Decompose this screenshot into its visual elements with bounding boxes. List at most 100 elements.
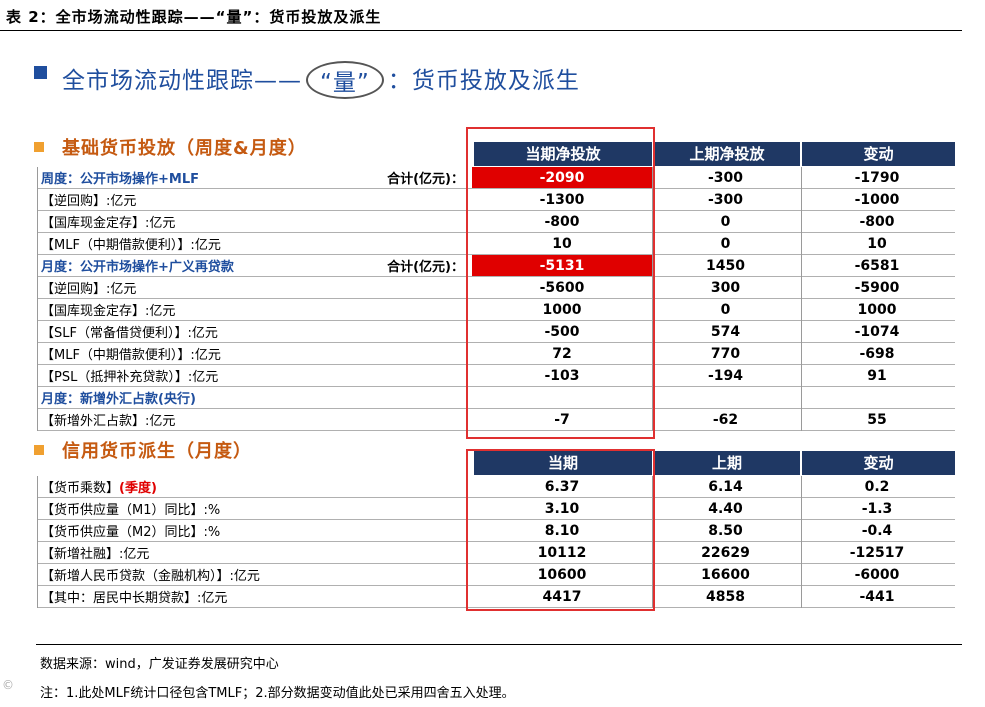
section2-header-current: 当期 xyxy=(474,451,652,475)
cell-prev: 8.50 xyxy=(652,519,799,542)
table-row: 月度：公开市场操作+广义再贷款 合计(亿元)： -5131 1450 -6581 xyxy=(37,254,955,277)
cell-prev: 0 xyxy=(652,210,799,233)
table-row: 周度：公开市场操作+MLF 合计(亿元)： -2090 -300 -1790 xyxy=(37,167,955,189)
row-label-text: 【货币供应量（M1）同比】:% xyxy=(41,503,221,518)
cell-prev xyxy=(652,386,799,409)
column-divider xyxy=(801,167,802,431)
cell-chg: -5900 xyxy=(799,276,955,299)
row-label-text: 【新增人民币贷款（金融机构）】:亿元 xyxy=(41,569,260,584)
section1-square-icon xyxy=(34,142,44,152)
table-row: 【新增外汇占款】:亿元 -7 -62 55 xyxy=(37,408,955,431)
row-label-text: 月度：公开市场操作+广义再贷款 xyxy=(41,260,234,275)
column-divider xyxy=(652,167,653,431)
table-row: 【MLF（中期借款便利）】:亿元 72 770 -698 xyxy=(37,342,955,365)
table-row: 【新增人民币贷款（金融机构）】:亿元 10600 16600 -6000 xyxy=(37,563,955,586)
cell-chg: 91 xyxy=(799,364,955,387)
row-label-text: 【逆回购】:亿元 xyxy=(41,194,137,209)
row-label: 【逆回购】:亿元 xyxy=(37,276,472,299)
cell-cur: -1300 xyxy=(472,188,652,211)
section1-table: 周度：公开市场操作+MLF 合计(亿元)： -2090 -300 -1790 【逆回购】:… xyxy=(37,167,955,431)
row-label: 【新增外汇占款】:亿元 xyxy=(37,408,472,431)
section2-header-previous: 上期 xyxy=(654,451,800,475)
table-row: 【MLF（中期借款便利）】:亿元 10 0 10 xyxy=(37,232,955,255)
source-text: 数据来源：wind，广发证券发展研究中心 xyxy=(40,657,279,672)
cell-cur: -103 xyxy=(472,364,652,387)
banner-square-icon xyxy=(34,66,47,79)
row-label-text: 【MLF（中期借款便利）】:亿元 xyxy=(41,348,221,363)
cell-chg: 1000 xyxy=(799,298,955,321)
cell-chg: 10 xyxy=(799,232,955,255)
table-row: 【国库现金定存】:亿元 1000 0 1000 xyxy=(37,298,955,321)
cell-prev: 574 xyxy=(652,320,799,343)
cell-cur: -5131 xyxy=(472,254,652,277)
cell-prev: 22629 xyxy=(652,541,799,564)
row-label: 周度：公开市场操作+MLF 合计(亿元)： xyxy=(37,167,472,189)
section1-header-change: 变动 xyxy=(802,142,955,166)
row-label: 【货币供应量（M2）同比】:% xyxy=(37,519,472,542)
row-label: 【国库现金定存】:亿元 xyxy=(37,210,472,233)
cell-chg: -1000 xyxy=(799,188,955,211)
cell-cur: 3.10 xyxy=(472,497,652,520)
row-label-text: 【新增外汇占款】:亿元 xyxy=(41,414,176,429)
row-label-text: 月度：新增外汇占款(央行) xyxy=(41,392,196,407)
cell-cur: 72 xyxy=(472,342,652,365)
row-label-text: 【国库现金定存】:亿元 xyxy=(41,216,176,231)
table-row: 【货币供应量（M2）同比】:% 8.10 8.50 -0.4 xyxy=(37,519,955,542)
table-row: 【逆回购】:亿元 -5600 300 -5900 xyxy=(37,276,955,299)
cell-cur: 4417 xyxy=(472,585,652,608)
banner-suffix: ：货币投放及派生 xyxy=(387,68,580,94)
watermark: © xyxy=(2,678,14,692)
cell-chg xyxy=(799,386,955,409)
row-label-text: 周度：公开市场操作+MLF xyxy=(41,172,199,187)
cell-cur: 10 xyxy=(472,232,652,255)
cell-cur: 8.10 xyxy=(472,519,652,542)
cell-cur xyxy=(472,386,652,409)
cell-chg: 0.2 xyxy=(799,476,955,498)
cell-prev: 1450 xyxy=(652,254,799,277)
section2-square-icon xyxy=(34,445,44,455)
section2-title: 信用货币派生（月度） xyxy=(62,441,252,462)
row-label: 月度：公开市场操作+广义再贷款 合计(亿元)： xyxy=(37,254,472,277)
cell-prev: -62 xyxy=(652,408,799,431)
cell-cur: 10112 xyxy=(472,541,652,564)
row-label-extra: (季度) xyxy=(119,481,157,496)
section1-header-previous: 上期净投放 xyxy=(654,142,800,166)
cell-cur: -2090 xyxy=(472,167,652,189)
cell-chg: -0.4 xyxy=(799,519,955,542)
table-row: 【逆回购】:亿元 -1300 -300 -1000 xyxy=(37,188,955,211)
column-divider xyxy=(652,476,653,608)
row-label: 月度：新增外汇占款(央行) xyxy=(37,386,472,409)
table-row: 【国库现金定存】:亿元 -800 0 -800 xyxy=(37,210,955,233)
row-label: 【货币供应量（M1）同比】:% xyxy=(37,497,472,520)
row-label-text: 【新增社融】:亿元 xyxy=(41,547,150,562)
row-label-text: 【逆回购】:亿元 xyxy=(41,282,137,297)
cell-chg: -800 xyxy=(799,210,955,233)
row-label-text: 【货币供应量（M2）同比】:% xyxy=(41,525,221,540)
column-divider xyxy=(801,476,802,608)
cell-prev: 16600 xyxy=(652,563,799,586)
cell-cur: 1000 xyxy=(472,298,652,321)
section1-header-current: 当期净投放 xyxy=(474,142,652,166)
figure-title: 表 2：全市场流动性跟踪——“量”：货币投放及派生 xyxy=(6,8,382,26)
row-label: 【MLF（中期借款便利）】:亿元 xyxy=(37,232,472,255)
bottom-divider xyxy=(36,644,962,645)
top-divider xyxy=(0,30,962,31)
table-row: 【新增社融】:亿元 10112 22629 -12517 xyxy=(37,541,955,564)
cell-chg: -6581 xyxy=(799,254,955,277)
cell-prev: 0 xyxy=(652,232,799,255)
cell-cur: -800 xyxy=(472,210,652,233)
table-row: 【货币供应量（M1）同比】:% 3.10 4.40 -1.3 xyxy=(37,497,955,520)
table-row: 【PSL（抵押补充贷款）】:亿元 -103 -194 91 xyxy=(37,364,955,387)
cell-cur: 10600 xyxy=(472,563,652,586)
row-label-text: 【货币乘数】 xyxy=(41,481,120,496)
cell-chg: -1.3 xyxy=(799,497,955,520)
cell-prev: 770 xyxy=(652,342,799,365)
banner-title: 全市场流动性跟踪—— “量” ：货币投放及派生 xyxy=(62,59,580,99)
table-row: 月度：新增外汇占款(央行) xyxy=(37,386,955,409)
cell-chg: 55 xyxy=(799,408,955,431)
row-label: 【PSL（抵押补充贷款）】:亿元 xyxy=(37,364,472,387)
cell-prev: -194 xyxy=(652,364,799,387)
section1-highlight-box xyxy=(466,127,655,439)
cell-cur: -7 xyxy=(472,408,652,431)
section2-header-change: 变动 xyxy=(802,451,955,475)
